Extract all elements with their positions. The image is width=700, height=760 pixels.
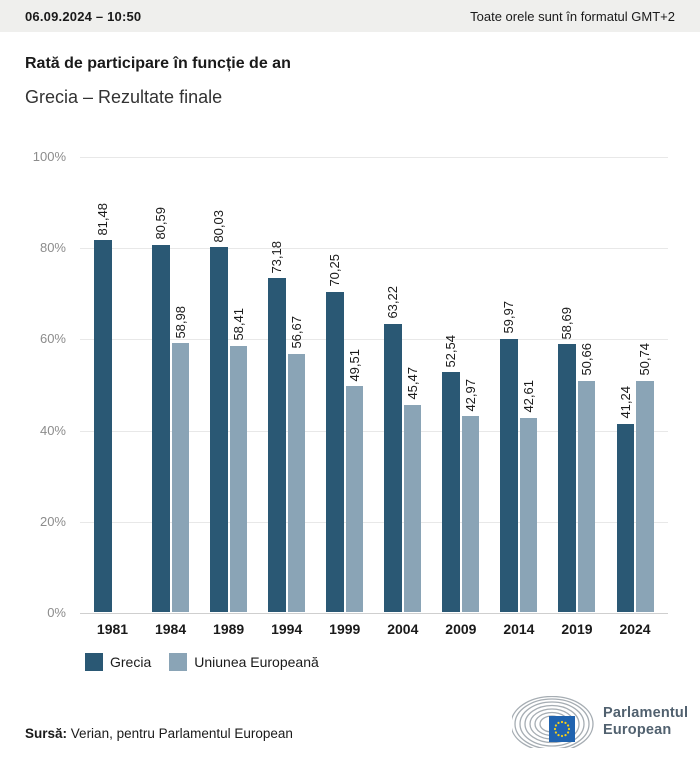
bar-value-label: 81,48 bbox=[95, 202, 110, 236]
bar-value-label: 42,61 bbox=[520, 380, 536, 413]
legend-item-grecia[interactable]: Grecia bbox=[85, 653, 151, 671]
bar-value-label: 50,66 bbox=[578, 343, 594, 376]
bar-value-label: 58,41 bbox=[230, 308, 246, 341]
bar-grecia-1994 bbox=[268, 278, 286, 612]
bar-grecia-1989 bbox=[210, 247, 228, 612]
bar-value-label: 80,59 bbox=[153, 206, 169, 240]
source-line: Sursă: Verian, pentru Parlamentul Europe… bbox=[25, 726, 293, 741]
bar-value-label: 70,25 bbox=[327, 254, 343, 287]
bar-eu-1999 bbox=[345, 386, 364, 612]
bar-eu-2014 bbox=[519, 417, 538, 612]
eu-flag-stars bbox=[553, 720, 571, 738]
legend-swatch bbox=[85, 653, 103, 671]
legend-swatch bbox=[169, 653, 188, 671]
bar-grecia-2024 bbox=[616, 423, 635, 612]
source-text: Verian, pentru Parlamentul European bbox=[70, 726, 293, 741]
y-axis-tick-label: 100% bbox=[32, 149, 66, 164]
x-axis-label-2004: 2004 bbox=[387, 621, 419, 637]
plot-area: 0% 20% 40% 60% 80% 100% 81,48 1981 80,59 58,98 198… bbox=[33, 149, 668, 637]
bar-eu-2009 bbox=[461, 416, 480, 612]
bar-eu-2004 bbox=[403, 404, 422, 612]
logo-text-line2: European bbox=[603, 722, 672, 738]
legend-label: Uniunea Europeană bbox=[194, 654, 319, 670]
bar-value-label: 73,18 bbox=[269, 240, 285, 274]
y-axis-tick-label: 80% bbox=[39, 240, 66, 256]
bar-value-label: 59,97 bbox=[501, 301, 517, 334]
bar-eu-1989 bbox=[229, 345, 248, 612]
chart-legend: Grecia Uniunea Europeană bbox=[85, 653, 319, 671]
logo-text: Parlamentul European bbox=[603, 705, 688, 739]
x-axis-label-1994: 1994 bbox=[271, 621, 303, 637]
x-axis-label-2019: 2019 bbox=[561, 621, 593, 637]
bar-value-label: 58,98 bbox=[172, 305, 188, 339]
gridline-80 bbox=[80, 248, 668, 250]
bar-eu-1984 bbox=[171, 343, 190, 612]
gridline-40 bbox=[80, 430, 668, 432]
legend-label: Grecia bbox=[110, 654, 152, 670]
x-axis-label-2014: 2014 bbox=[503, 621, 535, 637]
page-subtitle: Grecia – Rezultate finale bbox=[25, 87, 223, 107]
bar-grecia-2004 bbox=[384, 323, 402, 612]
bar-grecia-1999 bbox=[326, 291, 344, 612]
european-parliament-logo: Parlamentul European bbox=[512, 696, 688, 748]
legend-item-uniunea-europeana[interactable]: Uniunea Europeană bbox=[169, 653, 319, 671]
parliament-hemicycle-icon bbox=[512, 696, 594, 748]
bar-value-label: 58,69 bbox=[559, 306, 575, 340]
x-axis-label-1981: 1981 bbox=[96, 621, 129, 637]
bar-value-label: 45,47 bbox=[404, 367, 420, 400]
page-title: Rată de participare în funcție de an bbox=[25, 55, 291, 72]
gridline-20 bbox=[80, 521, 668, 523]
bar-value-label: 49,51 bbox=[346, 348, 362, 382]
x-axis-label-2024: 2024 bbox=[619, 621, 651, 637]
source-label: Sursă: bbox=[25, 726, 68, 741]
y-axis-tick-label: 20% bbox=[39, 513, 66, 529]
bar-value-label: 41,24 bbox=[617, 386, 633, 419]
y-axis-tick-label: 40% bbox=[39, 422, 66, 438]
bar-value-label: 56,67 bbox=[288, 316, 304, 349]
bar-grecia-1984 bbox=[152, 244, 170, 612]
bar-value-label: 63,22 bbox=[385, 286, 401, 319]
bar-value-label: 50,74 bbox=[637, 343, 653, 376]
logo-text-line1: Parlamentul bbox=[603, 705, 689, 721]
header-datetime: 06.09.2024 – 10:50 bbox=[25, 8, 142, 24]
bar-eu-2024 bbox=[636, 380, 654, 612]
bar-value-label: 52,54 bbox=[443, 334, 459, 368]
gridline-100 bbox=[80, 157, 668, 158]
x-axis-label-2009: 2009 bbox=[445, 621, 477, 637]
header-bar: 06.09.2024 – 10:50 Toate orele sunt în f… bbox=[0, 0, 700, 32]
bar-grecia-2019 bbox=[558, 344, 576, 612]
x-axis-label-1999: 1999 bbox=[329, 621, 361, 637]
y-axis-tick-label: 0% bbox=[47, 605, 66, 620]
x-axis-label-1989: 1989 bbox=[213, 621, 245, 637]
y-axis-tick-label: 60% bbox=[39, 331, 66, 347]
bar-grecia-2009 bbox=[442, 372, 460, 612]
bar-eu-1994 bbox=[287, 353, 306, 612]
gridline-0 bbox=[80, 613, 668, 614]
bar-value-label: 42,97 bbox=[462, 378, 478, 412]
eu-flag bbox=[549, 716, 575, 742]
gridline-60 bbox=[80, 339, 668, 341]
bar-value-label: 80,03 bbox=[211, 209, 227, 243]
bar-grecia-2014 bbox=[500, 338, 518, 612]
bar-eu-2019 bbox=[577, 381, 596, 612]
bar-grecia-1981 bbox=[94, 240, 112, 612]
header-timezone-note: Toate orele sunt în formatul GMT+2 bbox=[470, 8, 675, 24]
x-axis-label-1984: 1984 bbox=[154, 621, 187, 637]
